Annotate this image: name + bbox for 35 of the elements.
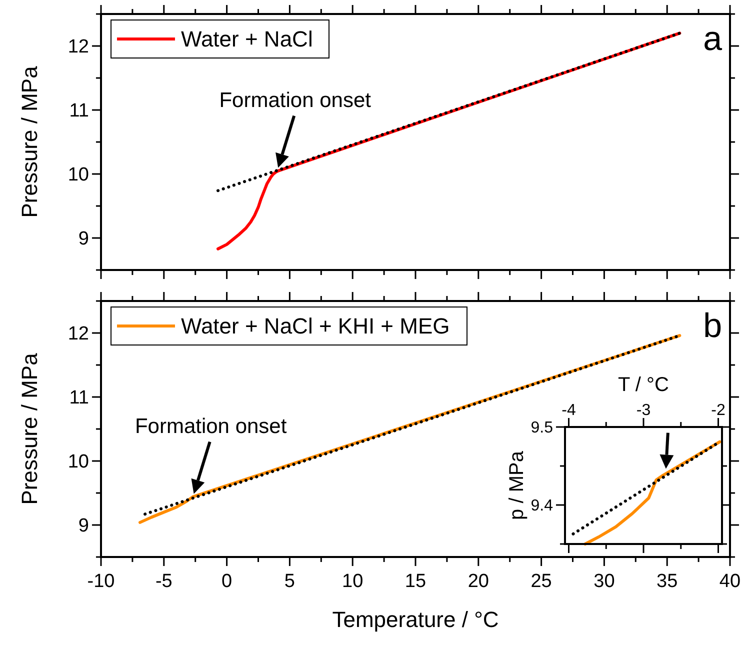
legend-label: Water + NaCl + KHI + MEG <box>181 314 450 339</box>
x-tick-label: 40 <box>719 571 741 592</box>
annotation: Formation onset <box>134 414 287 438</box>
y-tick-label: 9.4 <box>530 498 554 515</box>
x-tick-label: -2 <box>711 402 726 419</box>
x-tick-label: -4 <box>562 402 576 419</box>
x-tick-label: 15 <box>404 571 426 592</box>
y-axis-title: Pressure / MPa <box>17 352 42 505</box>
x-tick-label: 0 <box>222 571 232 592</box>
x-tick-label: 35 <box>656 571 678 592</box>
x-tick-label: 20 <box>468 571 489 592</box>
legend-label: Water + NaCl <box>181 26 313 52</box>
y-tick-label: 9 <box>78 228 89 250</box>
y-tick-label: 10 <box>68 452 89 473</box>
annotation: a <box>703 20 722 58</box>
x-axis-title: T / °C <box>618 374 669 396</box>
annotation: Formation onset <box>219 88 372 112</box>
x-tick-label: 10 <box>342 571 364 592</box>
y-tick-label: 12 <box>68 36 89 58</box>
x-tick-label: 25 <box>530 571 552 592</box>
x-axis-title: Temperature / °C <box>332 607 499 632</box>
y-tick-label: 11 <box>69 388 89 409</box>
x-tick-label: -10 <box>87 571 115 592</box>
x-tick-label: 30 <box>594 571 615 592</box>
y-axis-title: Pressure / MPa <box>17 65 42 218</box>
y-axis-title: p / MPa <box>506 450 528 520</box>
y-tick-label: 11 <box>69 100 89 122</box>
y-tick-label: 12 <box>68 324 89 345</box>
x-tick-label: -3 <box>636 402 651 419</box>
x-tick-label: 5 <box>284 571 295 592</box>
x-tick-label: -5 <box>155 571 172 592</box>
y-tick-label: 10 <box>68 164 89 186</box>
y-tick-label: 9 <box>78 516 89 537</box>
y-tick-label: 9.5 <box>530 420 554 437</box>
annotation: b <box>703 307 722 345</box>
